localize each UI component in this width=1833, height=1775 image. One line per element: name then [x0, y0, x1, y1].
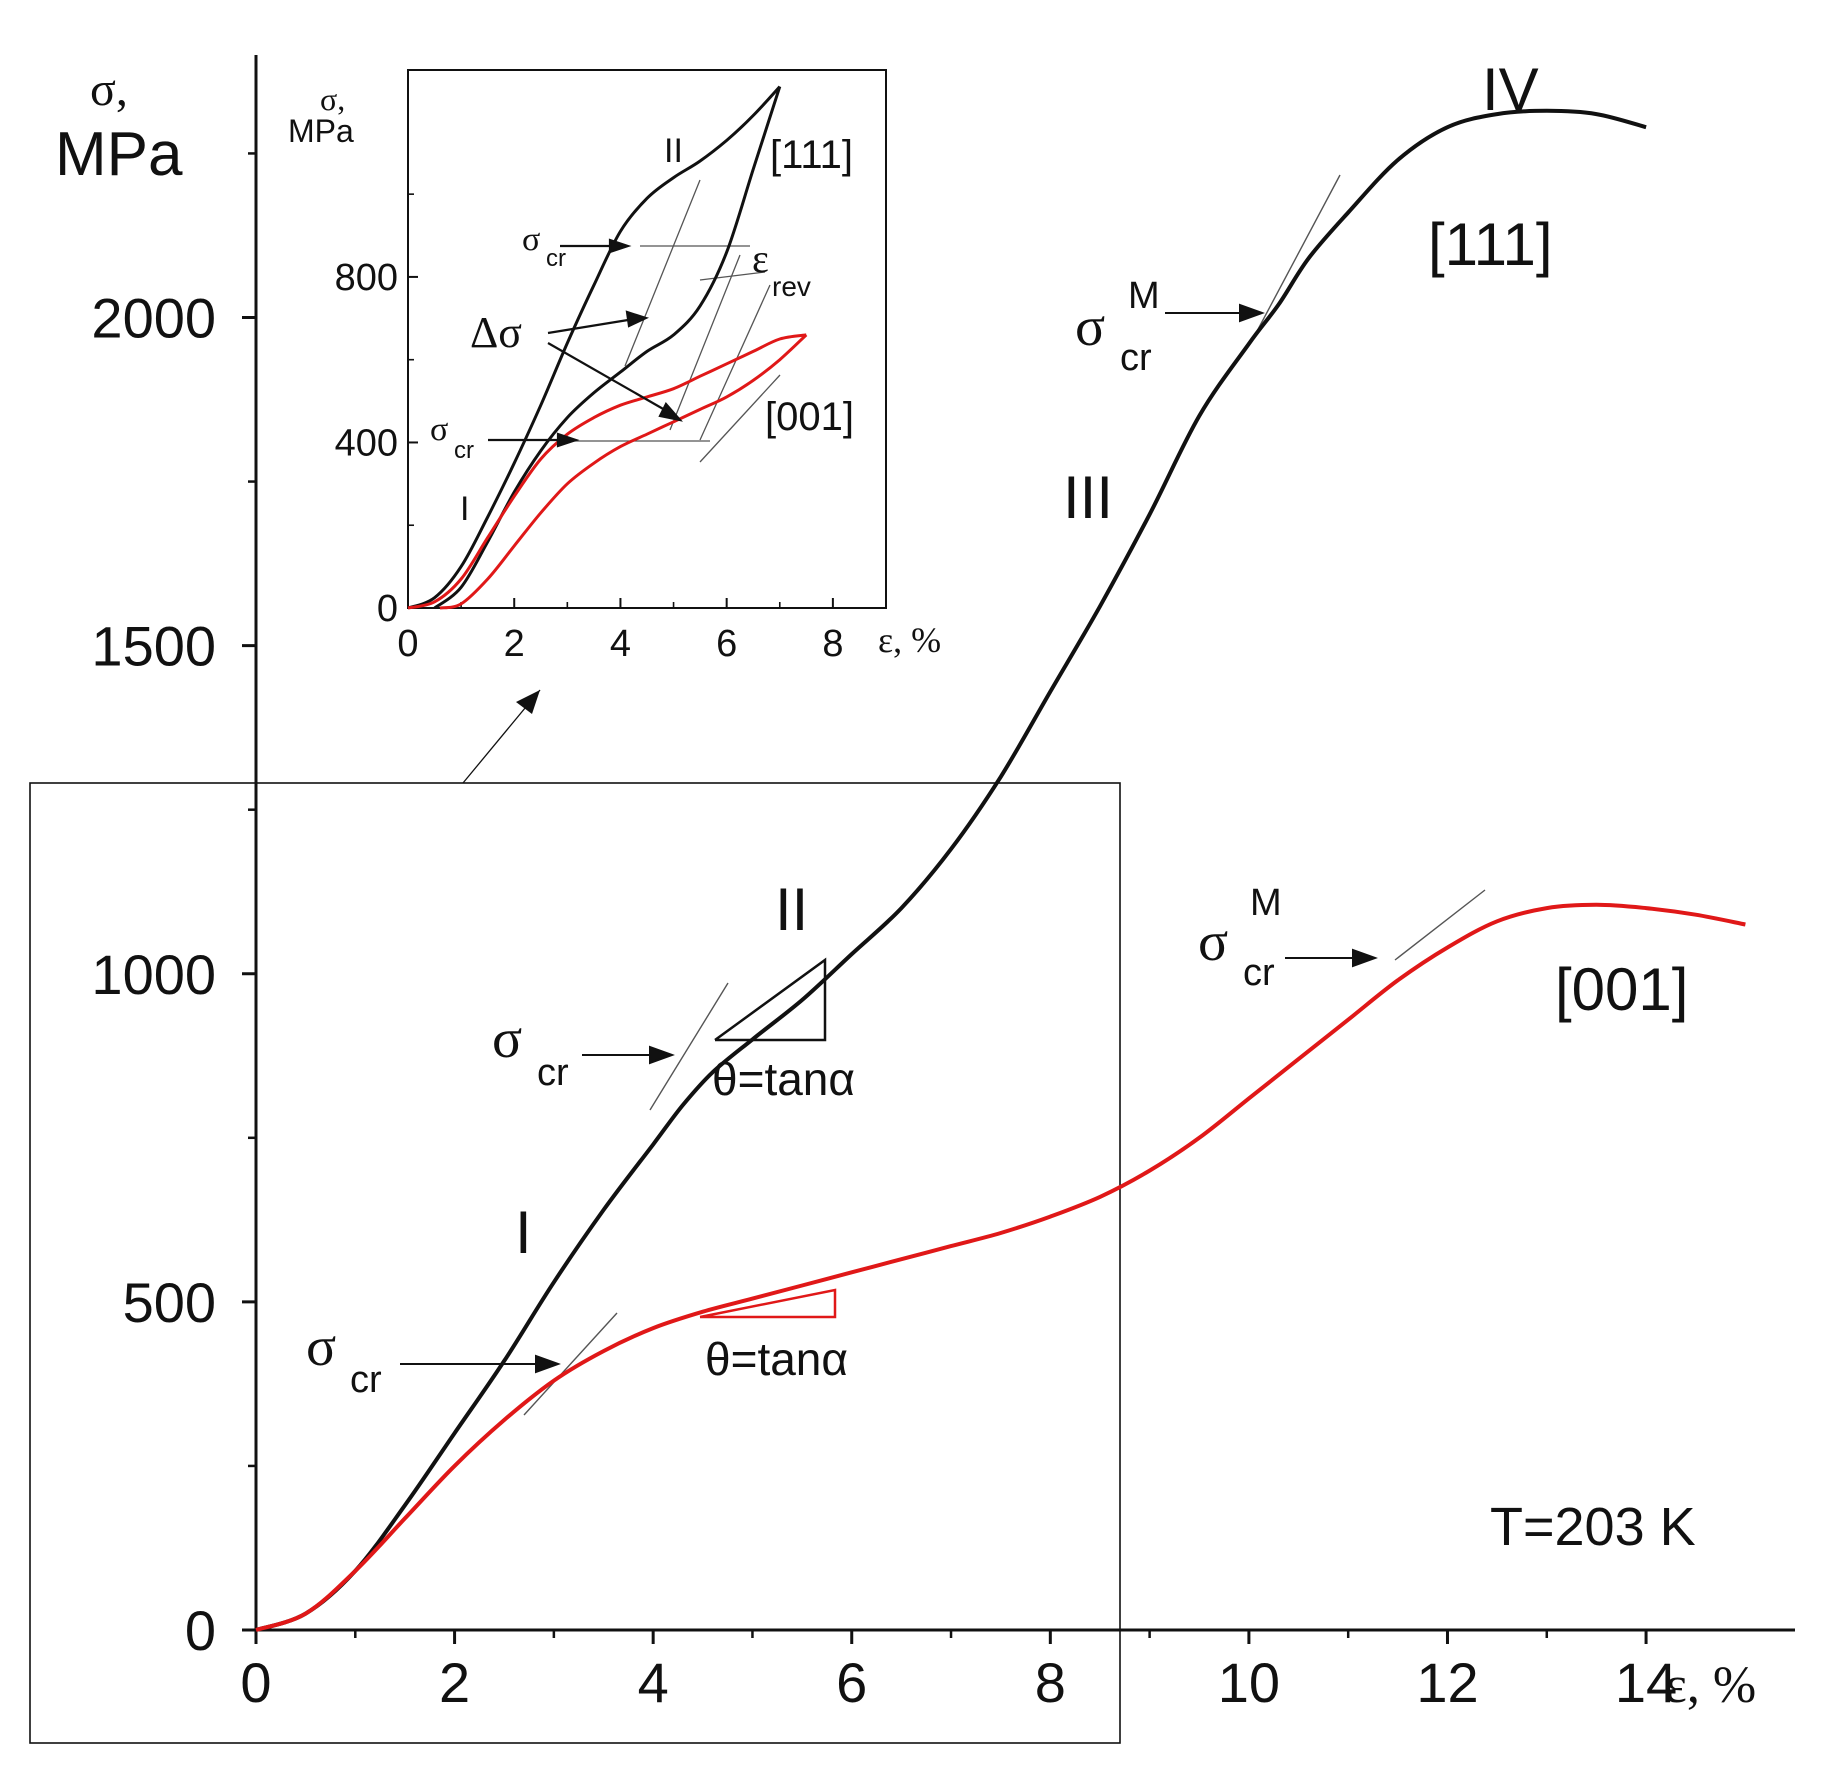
theta-triangle-001: [699, 1288, 837, 1319]
sigma-cr-111-subscript: cr: [537, 1052, 569, 1094]
sigma-cr-111-arrowhead: [649, 1045, 675, 1065]
sigma-cr-M-111-symbol: σ: [1075, 296, 1105, 358]
sigma-cr-M-111-superscript: M: [1128, 275, 1160, 317]
stage-I-label: I: [515, 1199, 532, 1266]
inset-construction-lines: [570, 179, 781, 463]
y-tick-label: 500: [123, 1271, 216, 1334]
inset-delta-sigma-label: Δσ: [470, 308, 522, 357]
inset-y-tick-label: 0: [377, 588, 398, 630]
sigma-cr-111-symbol: σ: [492, 1008, 522, 1070]
inset-delta-sigma-arrow-1-head: [625, 310, 650, 328]
inset-epsilon-rev-subscript: rev: [772, 271, 811, 302]
inset-label-001: [001]: [765, 395, 854, 439]
theta-triangle-111: [714, 957, 827, 1042]
inset-x-tick-label: 2: [504, 623, 525, 665]
inset-series-111-loading: [407, 85, 781, 610]
theta-tan-111-label: θ=tanα: [712, 1053, 855, 1105]
series-001-line: [255, 902, 1746, 1632]
inset-chart: 0 2 4 6 8 0 400 800 σ, MPa ε, %: [288, 69, 941, 665]
tangent-001-stage-I: [523, 1312, 618, 1416]
sigma-cr-M-001-subscript: cr: [1243, 952, 1275, 994]
inset-tangent-001-a: [699, 284, 771, 441]
main-annotations: I II III IV [111] [001] σ cr σ cr σ cr M…: [306, 56, 1696, 1557]
x-tick-label: 8: [1035, 1651, 1066, 1714]
sigma-cr-001-arrowhead: [535, 1354, 561, 1374]
sigma-cr-001-symbol: σ: [306, 1316, 336, 1378]
inset-tangent-111-b: [669, 254, 741, 431]
temperature-label: T=203 K: [1490, 1497, 1696, 1557]
inset-label-111: [111]: [770, 133, 853, 177]
x-tick-label: 14: [1615, 1651, 1677, 1714]
sigma-cr-M-111-subscript: cr: [1120, 337, 1152, 379]
y-tick-label: 2000: [91, 287, 216, 350]
x-tick-label: 10: [1218, 1651, 1280, 1714]
inset-sigma-cr-001-subscript: cr: [454, 437, 474, 464]
inset-frame: [407, 69, 887, 609]
inset-epsilon-rev-symbol: ε: [752, 236, 769, 281]
tangent-lines: [523, 174, 1486, 1416]
x-tick-label: 0: [240, 1651, 271, 1714]
inset-y-axis-symbol: σ,: [320, 81, 345, 117]
inset-x-tick-label: 6: [716, 623, 737, 665]
main-ticks: 0 2 4 6 8 10 12 14 0 500 1000 1500 2000: [91, 152, 1677, 1714]
inset-sigma-cr-111-arrowhead: [608, 238, 632, 254]
zoom-region-box: [29, 782, 1121, 1744]
theta-tan-001-label: θ=tanα: [705, 1333, 848, 1385]
inset-series-111-unloading: [433, 86, 782, 610]
inset-sigma-cr-111-subscript: cr: [546, 245, 566, 272]
y-tick-label: 1000: [91, 943, 216, 1006]
inset-series-001-unloading: [439, 333, 808, 610]
inset-series-001-loading: [407, 333, 807, 610]
tangent-111-stage-III: [1254, 174, 1341, 336]
inset-pointer-arrowhead: [516, 690, 540, 714]
inset-sigma-cr-111-symbol: σ: [522, 221, 540, 258]
x-axis-label: ε, %: [1665, 1657, 1756, 1714]
x-tick-label: 2: [439, 1651, 470, 1714]
inset-delta-sigma-arrow-2-head: [658, 402, 683, 422]
y-axis-unit: MPa: [55, 120, 183, 189]
label-111-main: [111]: [1428, 211, 1553, 278]
inset-x-tick-label: 8: [822, 623, 843, 665]
inset-y-tick-label: 400: [335, 422, 398, 464]
inset-ticks: 0 2 4 6 8 0 400 800: [335, 193, 843, 665]
main-chart: 0 2 4 6 8 10 12 14 0 500 1000 1500 2000 σ, MPa ε, %: [29, 55, 1795, 1744]
inset-tangent-001-b: [699, 374, 781, 463]
inset-y-axis-unit: MPa: [288, 113, 354, 149]
stage-IV-label: IV: [1482, 56, 1539, 123]
inset-sigma-cr-001-arrowhead: [556, 432, 580, 448]
sigma-cr-M-111-arrowhead: [1239, 303, 1265, 323]
stage-II-label: II: [775, 876, 808, 943]
inset-annotations: I II [111] [001] Δσ ε rev σ cr σ cr: [430, 132, 854, 528]
tangent-111-stage-I: [649, 982, 729, 1111]
inset-arrows: [488, 238, 683, 448]
inset-stage-II-label: II: [664, 132, 683, 170]
sigma-cr-001-subscript: cr: [350, 1359, 382, 1401]
label-001-main: [001]: [1555, 956, 1688, 1023]
series-111-line: [255, 108, 1647, 1632]
sigma-cr-M-001-symbol: σ: [1198, 911, 1228, 973]
tangent-001-stage-III: [1394, 889, 1486, 961]
x-tick-label: 12: [1416, 1651, 1478, 1714]
inset-sigma-cr-001-symbol: σ: [430, 411, 448, 448]
x-tick-label: 6: [836, 1651, 867, 1714]
inset-x-tick-label: 0: [397, 623, 418, 665]
inset-x-tick-label: 4: [610, 623, 631, 665]
inset-erev-lead-1: [699, 271, 766, 281]
inset-delta-sigma-arrow-1: [547, 318, 629, 335]
inset-tangent-111-a: [624, 179, 701, 367]
y-tick-label: 1500: [91, 615, 216, 678]
inset-x-axis-label: ε, %: [878, 620, 941, 660]
stage-III-label: III: [1063, 464, 1113, 531]
inset-delta-sigma-arrow-2: [547, 342, 666, 411]
x-tick-label: 4: [638, 1651, 669, 1714]
y-axis-symbol: σ,: [90, 63, 128, 116]
inset-y-tick-label: 800: [335, 257, 398, 299]
inset-stage-I-label: I: [460, 490, 469, 528]
y-tick-label: 0: [185, 1599, 216, 1662]
sigma-cr-M-001-superscript: M: [1250, 882, 1282, 924]
sigma-cr-M-001-arrowhead: [1352, 948, 1378, 968]
main-arrows: [400, 303, 1378, 1374]
